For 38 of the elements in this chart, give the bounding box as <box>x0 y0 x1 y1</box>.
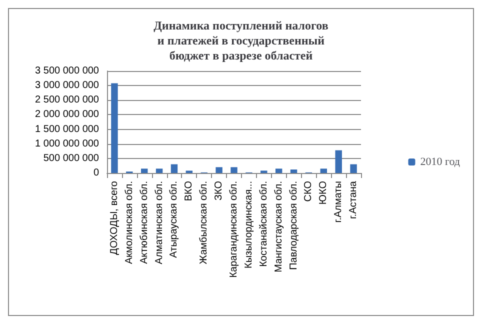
x-tick-label: Мангистауская обл. <box>273 181 284 272</box>
bar <box>230 167 238 173</box>
legend-label: 2010 год <box>420 156 460 168</box>
bar <box>290 170 298 173</box>
x-tick-label: Актюбинская обл. <box>138 181 150 264</box>
x-tick-label: ЮКО <box>318 180 330 205</box>
bar <box>216 167 222 173</box>
x-tick-label: Атырауская обл. <box>168 181 180 258</box>
bar <box>335 150 342 173</box>
bar <box>350 164 357 173</box>
x-tick-label: г.Астана <box>348 180 360 219</box>
x-tick-label: ВКО <box>184 180 195 202</box>
x-tick-label: г.Алматы <box>333 181 344 223</box>
x-tick-label: Павлодарская обл. <box>288 181 300 270</box>
x-tick-label: ЗКО <box>214 180 225 201</box>
x-tick-label: Кызылординская... <box>243 181 254 268</box>
x-tick-label: Карагандинская обл. <box>228 181 240 278</box>
y-tick-label: 2 500 000 000 <box>35 94 100 106</box>
bar <box>275 168 282 173</box>
bar <box>140 168 148 173</box>
y-tick-label: 3 500 000 000 <box>35 66 100 76</box>
x-tick-label: ДОХОДЫ, всего <box>108 180 120 255</box>
x-tick-label: Костанайская обл. <box>258 181 270 267</box>
x-tick-label: СКО <box>303 180 314 202</box>
chart-title: Динамика поступлений налогов и платежей в государственный бюджет в разрезе областей <box>154 18 329 62</box>
x-tick-label: Жамбылская обл. <box>198 181 210 264</box>
y-tick-label: 2 000 000 000 <box>35 109 100 120</box>
y-tick-label: 1 000 000 000 <box>35 138 100 150</box>
y-tick-label: 500 000 000 <box>43 152 100 164</box>
x-tick-label: Акмолинская обл. <box>124 181 135 264</box>
bar <box>156 168 163 173</box>
bar <box>320 168 328 173</box>
y-tick-label: 0 <box>93 168 100 178</box>
y-tick-label: 1 500 000 000 <box>35 124 100 135</box>
bar <box>111 83 118 173</box>
y-tick-label: 3 000 000 000 <box>35 80 100 92</box>
bar <box>170 164 178 173</box>
x-tick-label: Алматинская обл. <box>154 181 165 264</box>
